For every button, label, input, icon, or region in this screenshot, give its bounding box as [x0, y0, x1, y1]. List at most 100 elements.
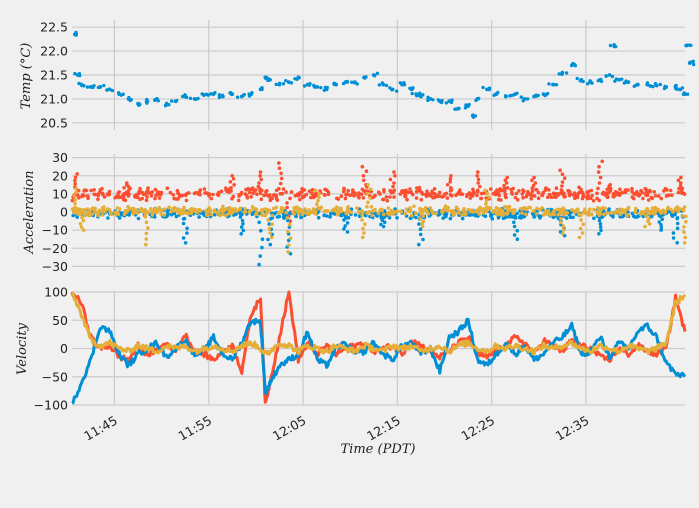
accel-spike-point: [608, 183, 612, 187]
accel-point: [546, 195, 550, 199]
temp-point: [373, 73, 377, 78]
temp-point: [614, 44, 618, 49]
y-tick-label: 22.5: [40, 20, 68, 35]
accel-point: [97, 190, 102, 194]
temp-point: [453, 107, 457, 111]
accel-point: [669, 193, 674, 197]
temp-point: [194, 97, 198, 101]
accel-spike-point: [644, 214, 648, 218]
temp-point: [622, 81, 627, 85]
accel-point: [626, 205, 631, 210]
accel-spike-point: [657, 220, 662, 224]
accel-point: [149, 208, 154, 212]
accel-point: [483, 214, 488, 218]
accel-spike-point: [229, 186, 233, 190]
accel-point: [623, 190, 628, 194]
temp-point: [173, 99, 178, 103]
accel-point: [137, 190, 142, 194]
accel-spike-point: [229, 189, 233, 193]
accel-spike-point: [678, 183, 683, 188]
accel-spike-point: [288, 196, 292, 201]
accel-point: [681, 208, 686, 213]
accel-point: [388, 188, 393, 193]
y-tick-label: 0: [60, 205, 68, 220]
accel-point: [586, 193, 590, 197]
accel-point: [538, 207, 542, 212]
accel-point: [657, 208, 661, 213]
accel-point: [139, 206, 144, 211]
accel-point: [182, 205, 186, 210]
temp-point: [410, 87, 415, 91]
accel-point: [532, 215, 536, 219]
accel-point: [451, 210, 455, 215]
accel-spike-point: [643, 224, 647, 229]
temp-point: [73, 71, 77, 76]
accel-spike-point: [287, 222, 292, 227]
accel-point: [436, 194, 440, 199]
temp-point: [685, 92, 690, 96]
accel-point: [568, 215, 573, 219]
accel-point: [218, 208, 222, 213]
accel-spike-point: [597, 218, 602, 223]
accel-spike-point: [577, 235, 582, 240]
accel-point: [165, 214, 169, 219]
accel-spike-point: [483, 188, 488, 193]
accel-spike-point: [380, 218, 385, 222]
accel-point: [398, 192, 403, 196]
accel-point: [382, 188, 386, 192]
accel-spike-point: [512, 233, 517, 237]
accel-point: [250, 212, 255, 216]
accel-point: [361, 196, 366, 200]
accel-point: [534, 187, 538, 192]
temp-point: [534, 93, 538, 97]
accel-spike-point: [559, 220, 563, 225]
accel-spike-point: [260, 237, 265, 241]
temp-point: [388, 86, 392, 90]
accel-point: [463, 212, 468, 217]
temp-point: [119, 93, 124, 97]
accel-point: [403, 194, 408, 198]
accel-spike-point: [503, 189, 507, 193]
accel-spike-point: [679, 175, 683, 180]
accel-point: [432, 187, 437, 191]
accel-spike-point: [562, 213, 566, 217]
accel-point: [153, 187, 158, 192]
temp-point: [444, 101, 448, 105]
accel-point: [559, 211, 563, 215]
accel-point: [650, 196, 655, 201]
accel-point: [378, 192, 382, 196]
accel-point: [603, 206, 607, 211]
accel-point: [568, 190, 572, 194]
accel-point: [626, 188, 630, 192]
accel-point: [514, 191, 519, 196]
accel-point: [516, 198, 520, 202]
accel-point: [576, 191, 581, 196]
accel-point: [454, 205, 459, 209]
accel-point: [387, 216, 392, 220]
velocity-series-line: [71, 291, 687, 356]
accel-point: [468, 196, 473, 200]
temp-point: [664, 85, 668, 89]
y-tick-label: −20: [42, 241, 68, 256]
accel-point: [276, 211, 281, 215]
temp-point: [332, 82, 336, 87]
accel-spike-point: [504, 181, 509, 185]
temp-point: [209, 92, 213, 96]
accel-point: [568, 192, 572, 197]
accel-spike-point: [505, 175, 510, 180]
accel-point: [131, 212, 136, 216]
accel-spike-point: [599, 228, 603, 233]
temp-point: [467, 102, 471, 107]
accel-point: [326, 190, 331, 195]
accel-spike-point: [675, 241, 679, 245]
accel-point: [662, 189, 666, 193]
accel-spike-point: [597, 164, 601, 169]
accel-point: [645, 193, 650, 197]
accel-spike-point: [366, 200, 370, 205]
accel-point: [499, 208, 504, 212]
y-tick-label: 100: [44, 285, 68, 300]
accel-point: [309, 195, 313, 200]
accel-point: [402, 191, 407, 195]
accel-point: [245, 188, 249, 192]
accel-point: [292, 208, 297, 212]
